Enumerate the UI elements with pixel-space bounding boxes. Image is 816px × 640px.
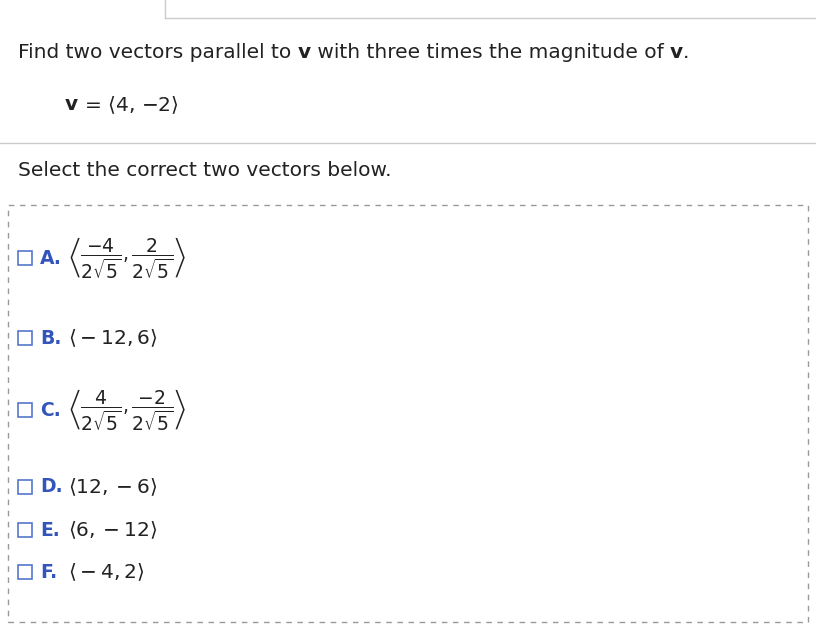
Text: F.: F. (40, 563, 57, 582)
Text: $\left\langle\dfrac{4}{2\sqrt{5}},\dfrac{-2}{2\sqrt{5}}\right\rangle$: $\left\langle\dfrac{4}{2\sqrt{5}},\dfrac… (68, 387, 186, 433)
Text: C.: C. (40, 401, 60, 419)
Bar (18, 331, 32, 345)
Bar (18, 565, 32, 579)
Text: A.: A. (40, 248, 62, 268)
Text: v: v (670, 42, 683, 61)
Text: D.: D. (40, 477, 63, 497)
Bar (18, 480, 32, 494)
Text: = $\langle$4, $-$2$\rangle$: = $\langle$4, $-$2$\rangle$ (78, 94, 179, 116)
Text: v: v (298, 42, 311, 61)
Text: .: . (683, 42, 690, 61)
Text: $\langle -12,6\rangle$: $\langle -12,6\rangle$ (68, 327, 157, 349)
Bar (18, 523, 32, 537)
Text: v: v (65, 95, 78, 115)
Bar (8, 205, 808, 622)
Text: $\langle 12,-6\rangle$: $\langle 12,-6\rangle$ (68, 476, 157, 498)
Text: Select the correct two vectors below.: Select the correct two vectors below. (18, 161, 392, 179)
Text: $\left\langle\dfrac{-4}{2\sqrt{5}},\dfrac{2}{2\sqrt{5}}\right\rangle$: $\left\langle\dfrac{-4}{2\sqrt{5}},\dfra… (68, 236, 186, 280)
Text: $\langle 6,-12\rangle$: $\langle 6,-12\rangle$ (68, 519, 157, 541)
Text: B.: B. (40, 328, 61, 348)
Text: $\langle -4,2\rangle$: $\langle -4,2\rangle$ (68, 561, 144, 583)
Text: E.: E. (40, 520, 60, 540)
Bar (18, 403, 32, 417)
Text: with three times the magnitude of: with three times the magnitude of (311, 42, 670, 61)
Bar (18, 251, 32, 265)
Text: Find two vectors parallel to: Find two vectors parallel to (18, 42, 298, 61)
